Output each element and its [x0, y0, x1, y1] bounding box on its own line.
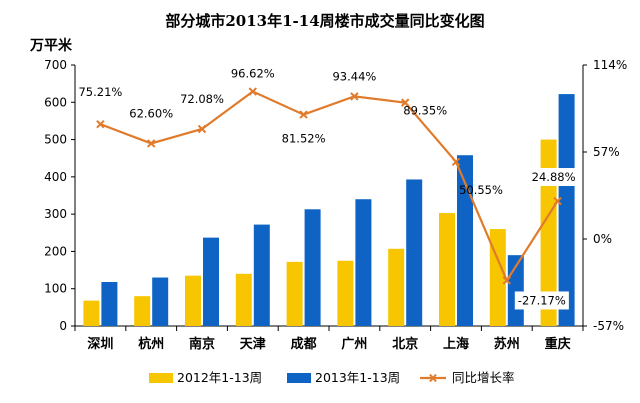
growth-point [146, 139, 156, 148]
bar-2012 [337, 260, 354, 326]
growth-label: -27.17% [518, 293, 566, 307]
growth-label: 93.44% [332, 69, 376, 83]
growth-label: 81.52% [282, 132, 326, 146]
legend-label-growth: 同比增长率 [452, 370, 515, 385]
bar-2012 [540, 139, 557, 326]
bar-2013 [152, 277, 169, 326]
bar-2012 [134, 296, 151, 326]
growth-label-bg [528, 168, 579, 187]
growth-line [100, 90, 559, 283]
x-tick-label: 北京 [392, 336, 418, 352]
x-tick-label: 广州 [341, 336, 367, 352]
bar-2012 [489, 229, 506, 326]
growth-label: 62.60% [129, 106, 173, 120]
growth-label: 50.55% [459, 183, 503, 197]
bar-2013 [457, 155, 473, 326]
legend-marker-growth [429, 373, 437, 383]
bar-2012 [388, 248, 405, 326]
growth-point [502, 276, 512, 285]
growth-label: 24.88% [532, 170, 576, 184]
y-tick-label: 200 [44, 244, 67, 258]
growth-point [248, 87, 258, 96]
growth-point [299, 110, 308, 119]
x-tick-label: 成都 [291, 336, 317, 352]
bar-2012 [439, 213, 455, 326]
y-axis-unit: 万平米 [29, 37, 73, 54]
bar-2013 [101, 282, 118, 326]
bar-2013 [203, 237, 219, 326]
x-tick-label: 天津 [240, 336, 266, 352]
y2-tick-label: 114% [593, 58, 627, 72]
x-tick-label: 重庆 [545, 336, 571, 352]
chart-title: 部分城市2013年1-14周楼市成交量同比变化图 [165, 12, 484, 30]
growth-point [96, 119, 105, 129]
growth-point [400, 98, 410, 107]
growth-point [451, 157, 461, 167]
y-tick-label: 100 [44, 282, 67, 296]
bar-2013 [355, 199, 372, 326]
growth-point [553, 196, 562, 206]
bar-2013 [304, 209, 321, 326]
y-tick-label: 0 [59, 319, 67, 333]
growth-label: 96.62% [231, 67, 275, 81]
y-tick-label: 600 [44, 95, 67, 109]
legend-label-2013: 2013年1-13周 [315, 370, 400, 385]
y2-tick-label: 0% [593, 232, 612, 246]
x-tick-label: 苏州 [494, 336, 520, 352]
bar-2013 [253, 224, 270, 326]
bar-2012 [286, 261, 303, 326]
legend-swatch-2013 [287, 373, 311, 383]
y2-tick-label: 57% [593, 145, 620, 159]
x-tick-label: 深圳 [87, 336, 113, 352]
growth-label-bg [514, 291, 569, 310]
x-tick-label: 上海 [443, 336, 469, 352]
y2-tick-label: -57% [593, 319, 624, 333]
y-tick-label: 500 [44, 133, 67, 147]
growth-label: 72.08% [180, 92, 224, 106]
bar-2012 [185, 275, 201, 326]
bar-2012 [235, 273, 252, 326]
y-tick-label: 700 [44, 58, 67, 72]
bar-2012 [83, 300, 100, 326]
legend-swatch-2012 [149, 373, 173, 383]
y-tick-label: 300 [44, 207, 67, 221]
x-tick-label: 南京 [189, 336, 215, 352]
growth-label: 89.35% [403, 104, 447, 118]
y-tick-label: 400 [44, 170, 67, 184]
legend-label-2012: 2012年1-13周 [177, 370, 262, 385]
growth-point [350, 92, 359, 101]
bar-2013 [558, 94, 575, 326]
x-tick-label: 杭州 [138, 336, 164, 352]
legend: 2012年1-13周 2013年1-13周 同比增长率 [149, 370, 515, 385]
growth-point [197, 124, 207, 134]
plot-area: 0 100 200 300 400 500 600 700 -57% 0% 57% 114% 深圳 杭州 南… [44, 58, 627, 352]
growth-label: 75.21% [78, 85, 122, 99]
bar-2013 [406, 179, 423, 326]
